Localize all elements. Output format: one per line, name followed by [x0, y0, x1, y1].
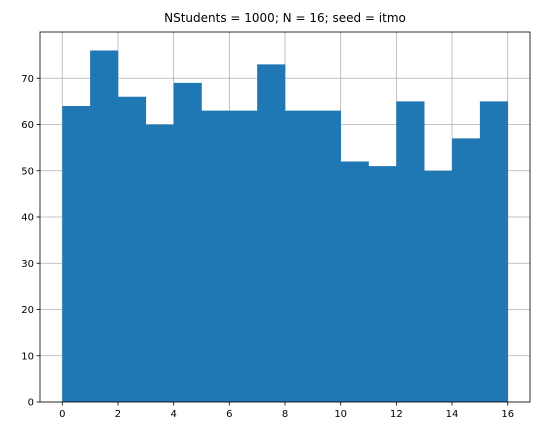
histogram-bar: [145, 124, 174, 402]
histogram-bar: [90, 50, 119, 402]
y-tick-label: 70: [21, 74, 34, 85]
x-tick-label: 2: [115, 409, 121, 420]
histogram-bar: [285, 110, 314, 402]
x-tick-label: 12: [390, 409, 403, 420]
y-tick-label: 20: [21, 305, 34, 316]
histogram-bar: [312, 110, 341, 402]
y-tick-label: 10: [21, 351, 34, 362]
chart-title: NStudents = 1000; N = 16; seed = itmo: [164, 11, 406, 25]
histogram-bar: [62, 106, 91, 402]
y-axis-ticks: 0 10 20 30 40 50 60 70: [21, 74, 40, 409]
y-tick-label: 40: [21, 213, 34, 224]
histogram-bar: [424, 170, 453, 402]
x-tick-label: 14: [446, 409, 459, 420]
x-axis-ticks: 0 2 4 6 8 10 12 14 16: [59, 402, 514, 420]
x-tick-label: 10: [334, 409, 347, 420]
x-tick-label: 0: [59, 409, 65, 420]
histogram-bar: [117, 96, 147, 402]
y-tick-label: 30: [21, 259, 34, 270]
histogram-bar: [396, 101, 425, 402]
histogram-bar: [479, 101, 509, 402]
histogram-bar: [368, 166, 397, 402]
bars-group: [62, 50, 509, 402]
histogram-bar: [340, 161, 369, 402]
x-tick-label: 4: [170, 409, 176, 420]
histogram-bar: [229, 110, 258, 402]
histogram-bar: [173, 82, 202, 402]
x-tick-label: 8: [282, 409, 288, 420]
histogram-bar: [201, 110, 230, 402]
x-tick-label: 16: [501, 409, 514, 420]
y-tick-label: 60: [21, 120, 34, 131]
histogram-bar: [452, 138, 481, 402]
histogram-bar: [257, 64, 286, 402]
y-tick-label: 50: [21, 166, 34, 177]
y-tick-label: 0: [28, 398, 34, 409]
x-tick-label: 6: [226, 409, 232, 420]
